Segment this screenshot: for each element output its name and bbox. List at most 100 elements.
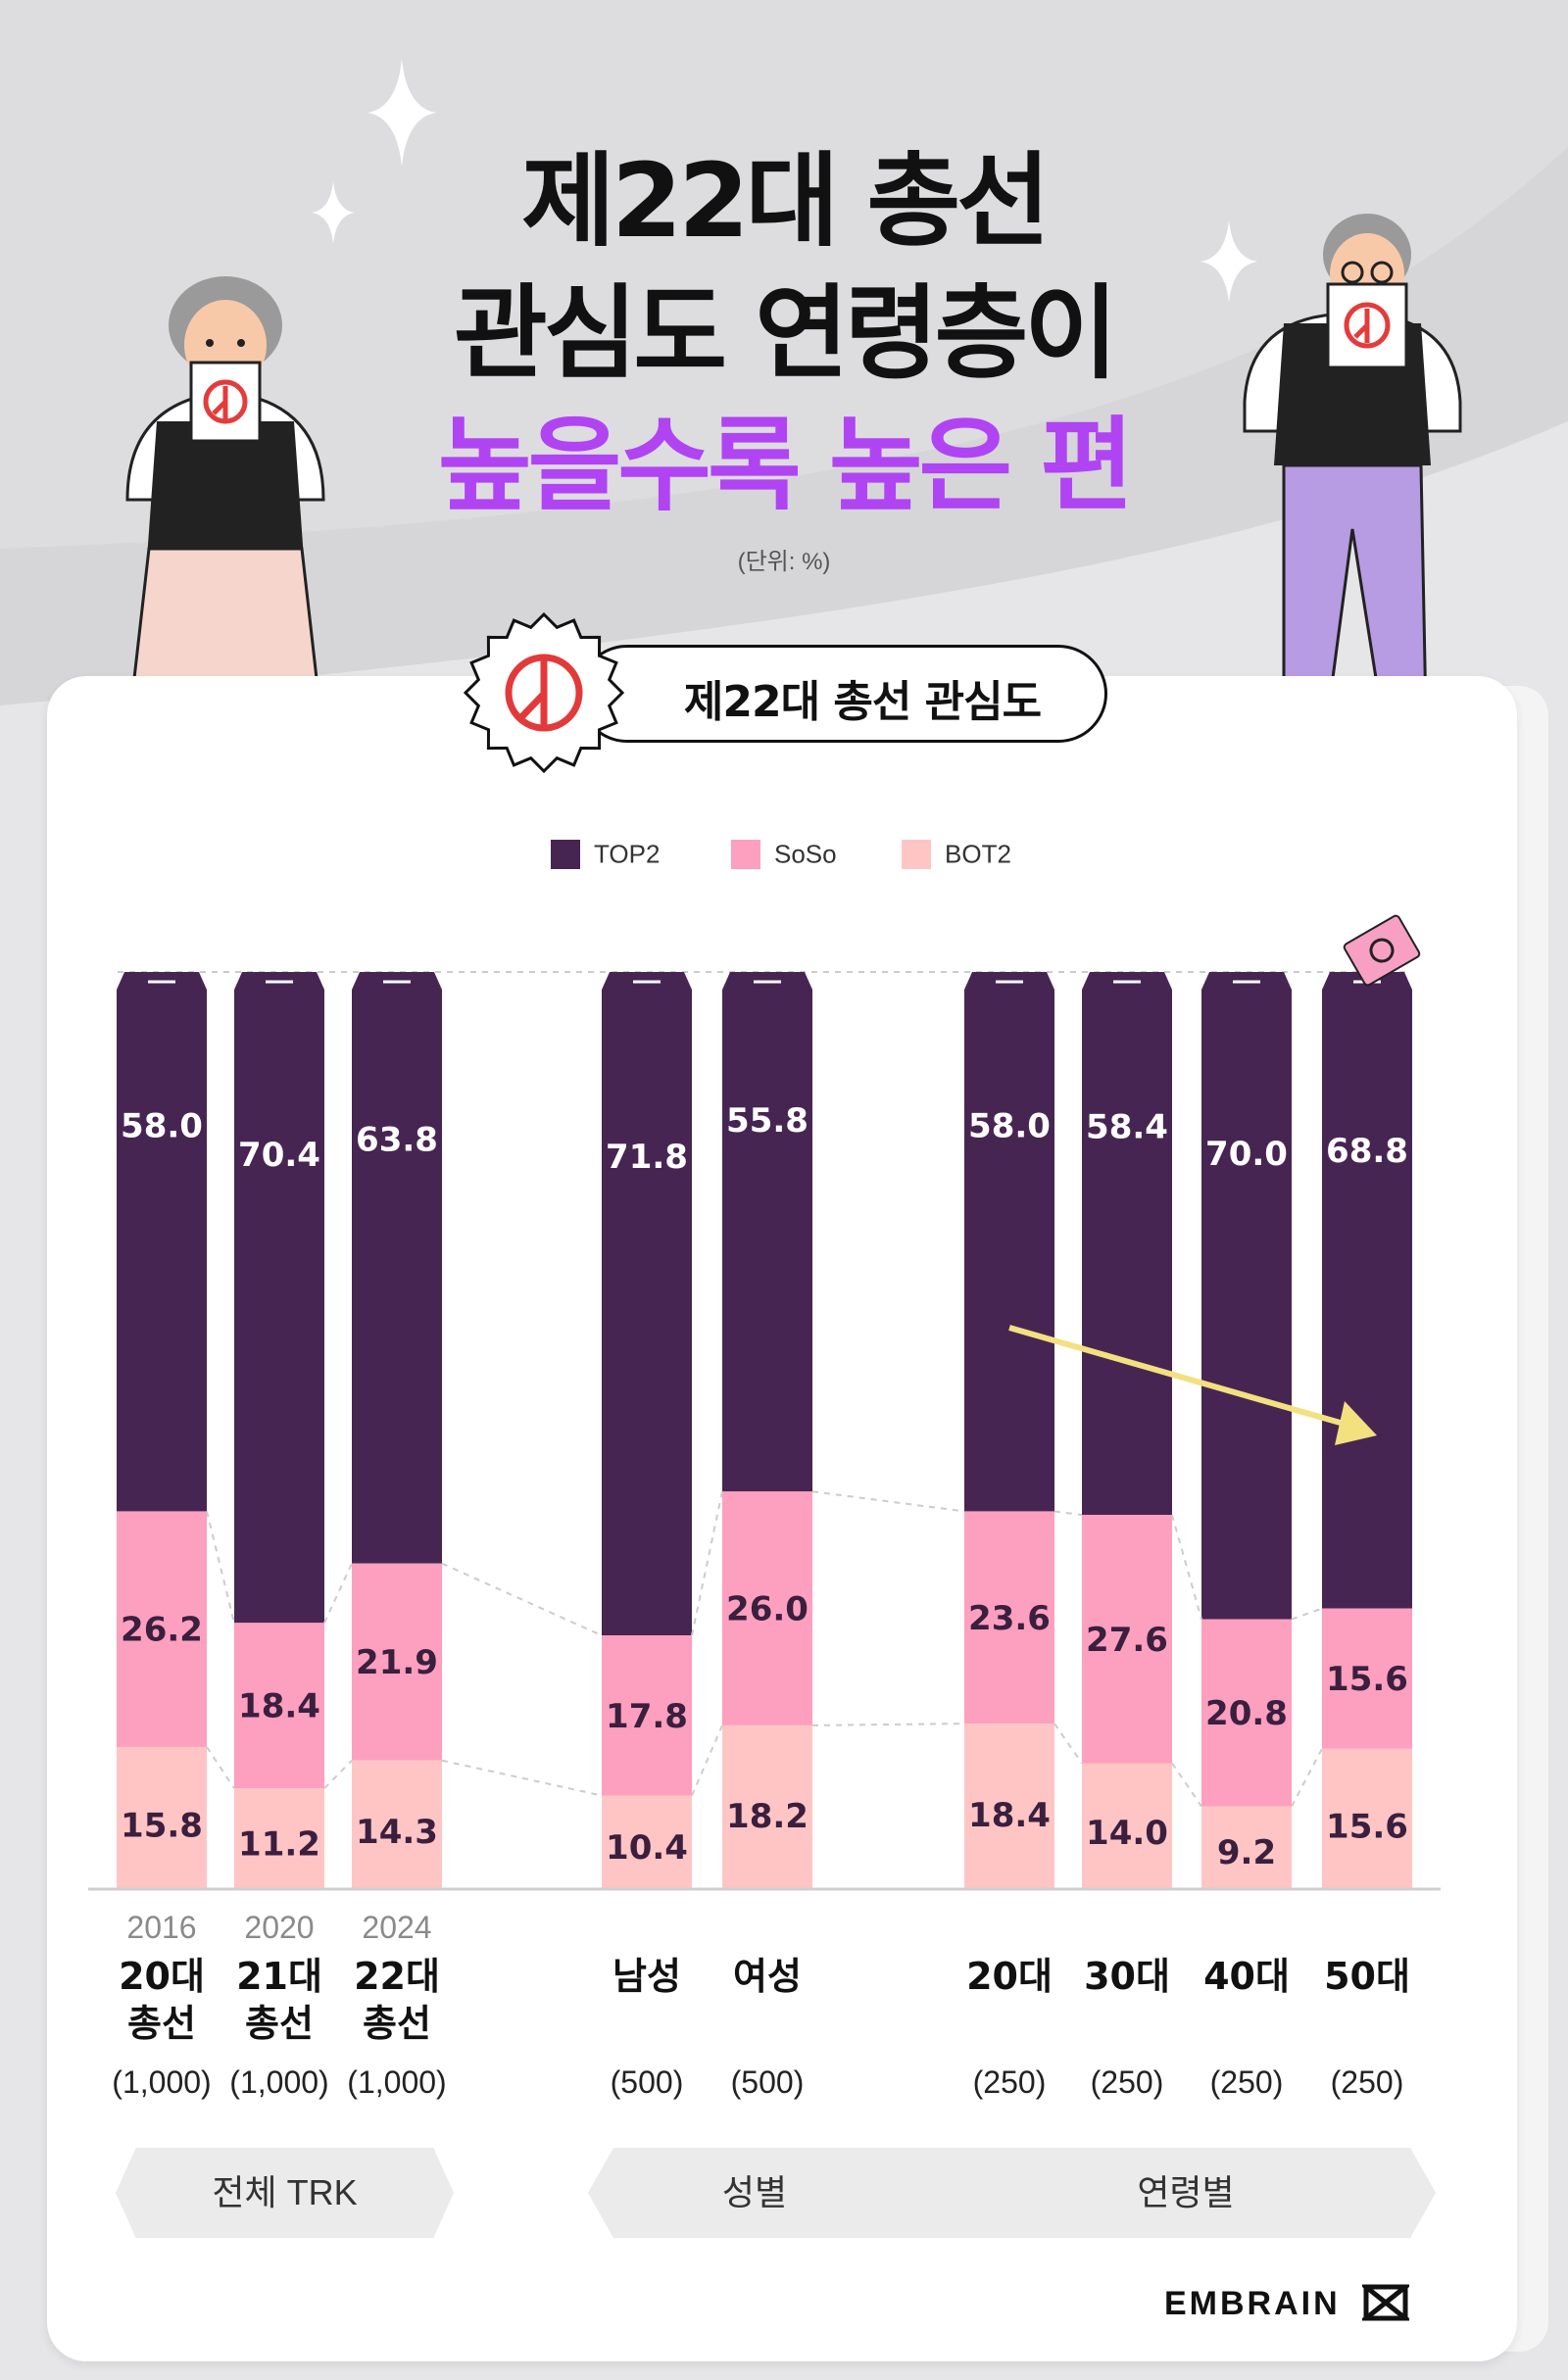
title-line-3: 높을수록 높은 편	[437, 406, 1134, 525]
data-label: 21.9	[356, 1643, 438, 1682]
connector-line	[1291, 1748, 1323, 1808]
bar-segment-top2	[964, 990, 1054, 1512]
bar-segment-bot2	[1201, 1806, 1292, 1889]
bar-segment-soso	[352, 1563, 442, 1761]
sample-size-label: (250)	[973, 2064, 1047, 2100]
title-line-2: 관심도 연령층이	[454, 273, 1118, 393]
embrain-logo-icon	[1358, 2284, 1413, 2321]
data-label: 55.8	[726, 1101, 808, 1141]
data-label: 23.6	[968, 1599, 1051, 1638]
bar-segment-top2	[1201, 990, 1292, 1620]
data-label: 14.0	[1086, 1814, 1168, 1853]
bar-segment-bot2	[352, 1760, 442, 1889]
bar-segment-top2	[117, 990, 207, 1512]
connector-line	[811, 1723, 965, 1726]
data-label: 20.8	[1205, 1694, 1288, 1733]
legend-item-top2: TOP2	[551, 838, 660, 870]
bar-segment-soso	[964, 1511, 1054, 1724]
connector-line	[323, 1760, 353, 1789]
sample-size-label: (1,000)	[347, 2064, 446, 2100]
year-label: 2024	[362, 1910, 431, 1945]
data-label: 11.2	[238, 1825, 320, 1865]
group-tag-gender-label: 성별	[721, 2172, 788, 2212]
data-label: 10.4	[606, 1828, 688, 1868]
bar-segment-bot2	[722, 1724, 812, 1889]
brand-name: EMBRAIN	[1164, 2285, 1341, 2322]
data-label: 15.8	[121, 1807, 203, 1846]
category-label: 20대	[966, 1955, 1053, 1998]
bar-segment-bot2	[964, 1724, 1054, 1889]
sample-size-label: (250)	[1331, 2064, 1404, 2100]
bar-segment-soso	[602, 1635, 692, 1796]
bar-segment-top2	[602, 990, 692, 1636]
bar-segment-top2	[234, 990, 324, 1624]
sample-size-label: (500)	[611, 2064, 684, 2100]
trend-arrow-line	[1008, 1325, 1351, 1429]
data-label: 26.0	[726, 1590, 808, 1629]
trend-arrow-head	[1335, 1401, 1377, 1445]
grandmother-illustration	[122, 276, 328, 757]
category-label: 여성	[733, 1955, 802, 1998]
brand-logo: EMBRAIN	[1164, 2283, 1413, 2323]
legend-item-soso: SoSo	[731, 838, 837, 870]
legend-swatch-bot2	[902, 840, 931, 870]
chart-heading: 제22대 총선 관심도	[683, 677, 1042, 727]
connector-line	[206, 1746, 235, 1789]
connector-line	[691, 1724, 723, 1796]
sample-size-label: (1,000)	[229, 2064, 328, 2100]
bar-segment-bot2	[1082, 1763, 1172, 1889]
category-label: 20대	[119, 1955, 205, 1998]
year-label: 2020	[244, 1910, 314, 1945]
category-label: 40대	[1203, 1955, 1290, 1998]
bar-segment-soso	[234, 1623, 324, 1789]
legend-label-bot2: BOT2	[945, 839, 1011, 869]
category-label: 총선	[127, 2002, 196, 2045]
category-label: 총선	[245, 2002, 314, 2045]
group-tag-total: 전체 TRK	[116, 2148, 454, 2238]
legend-swatch-top2	[551, 840, 580, 870]
bar-segment-top2	[1082, 990, 1172, 1516]
connector-line	[1054, 1510, 1083, 1517]
sample-size-label: (250)	[1210, 2064, 1284, 2100]
legend-item-bot2: BOT2	[902, 838, 1011, 870]
data-label: 68.8	[1326, 1132, 1408, 1171]
category-label: 30대	[1084, 1955, 1170, 1998]
title-line-1: 제22대 총선	[521, 141, 1051, 261]
sparkle-icon	[1200, 220, 1257, 303]
ballot-tag-icon	[1343, 914, 1421, 987]
sparkle-icon	[368, 59, 436, 167]
bar-segment-soso	[722, 1491, 812, 1725]
connector-line	[206, 1511, 235, 1624]
connector-line	[691, 1491, 723, 1636]
bar-segment-bot2	[1322, 1748, 1412, 1889]
data-label: 9.2	[1217, 1833, 1276, 1872]
data-label: 70.0	[1205, 1135, 1288, 1174]
bar-segment-top2	[352, 990, 442, 1564]
data-label: 18.4	[238, 1687, 320, 1726]
sparkle-icon	[312, 181, 355, 244]
unit-label: (단위: %)	[737, 549, 831, 575]
group-tag-gender-age: 성별 연령별	[588, 2148, 1436, 2238]
data-label: 70.4	[238, 1136, 320, 1175]
data-label: 58.0	[968, 1106, 1051, 1145]
data-label: 18.2	[726, 1797, 808, 1836]
sample-size-label: (500)	[731, 2064, 805, 2100]
bar-segment-top2	[1322, 990, 1412, 1609]
legend-label-top2: TOP2	[594, 839, 661, 869]
data-label: 17.8	[606, 1697, 688, 1736]
connector-line	[323, 1563, 353, 1624]
category-label: 남성	[612, 1955, 681, 1998]
data-label: 26.2	[121, 1611, 203, 1650]
category-label: 총선	[363, 2002, 431, 2045]
connector-line	[1171, 1762, 1202, 1808]
sample-size-label: (1,000)	[112, 2064, 211, 2100]
connector-line	[441, 1562, 603, 1637]
chart-heading-pill	[578, 645, 1107, 743]
category-label: 21대	[236, 1955, 322, 1998]
bar-segment-soso	[1082, 1515, 1172, 1764]
connector-line	[1054, 1723, 1083, 1765]
data-label: 58.0	[121, 1106, 203, 1145]
legend-label-soso: SoSo	[774, 839, 837, 869]
bar-segment-soso	[117, 1511, 207, 1747]
bar-segment-bot2	[234, 1788, 324, 1889]
